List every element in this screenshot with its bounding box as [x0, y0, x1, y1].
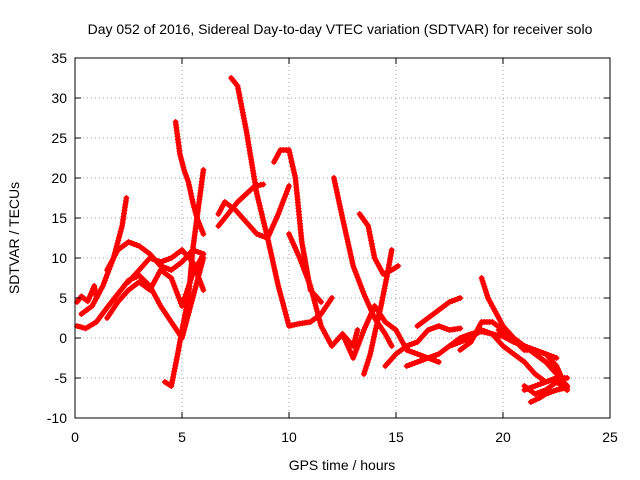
- series-markers: [172, 119, 207, 237]
- y-tick-label: 30: [51, 90, 67, 106]
- series-layer: [74, 75, 571, 405]
- series-markers: [356, 211, 402, 277]
- axis-ticks: 0 5 10 15 20 25 -10 -5 0 5 10 15 20 25 30 35: [47, 50, 618, 445]
- x-tick-label: 5: [178, 429, 186, 445]
- series-arc-16: [356, 211, 402, 277]
- series-markers: [495, 327, 560, 361]
- series-markers: [478, 275, 560, 373]
- x-tick-label: 15: [388, 429, 404, 445]
- series-arc-11: [228, 75, 335, 329]
- series-markers: [527, 384, 571, 405]
- grid: [75, 58, 610, 418]
- y-tick-label: 5: [59, 290, 67, 306]
- x-tick-label: 0: [71, 429, 79, 445]
- y-tick-label: 0: [59, 330, 67, 346]
- x-tick-label: 10: [281, 429, 297, 445]
- series-arc-17: [360, 247, 395, 377]
- chart-title: Day 052 of 2016, Sidereal Day-to-day VTE…: [88, 21, 593, 37]
- series-arc-23: [478, 275, 560, 373]
- series-arc-8: [172, 119, 207, 237]
- series-markers: [382, 323, 464, 369]
- y-tick-label: 25: [51, 130, 67, 146]
- y-axis-label: SDTVAR / TECUs: [6, 182, 22, 294]
- series-markers: [286, 231, 361, 349]
- series-markers: [228, 75, 335, 329]
- series-markers: [414, 295, 464, 329]
- series-markers: [521, 375, 571, 393]
- series-markers: [125, 247, 207, 293]
- series-arc-26: [521, 375, 571, 393]
- y-tick-label: 15: [51, 210, 67, 226]
- series-arc-24: [495, 327, 560, 361]
- y-tick-label: -10: [47, 410, 67, 426]
- series-arc-20: [414, 295, 464, 329]
- y-tick-label: 20: [51, 170, 67, 186]
- y-tick-label: 10: [51, 250, 67, 266]
- series-markers: [360, 247, 395, 377]
- x-tick-label: 20: [495, 429, 511, 445]
- series-line: [271, 147, 324, 305]
- series-arc-13: [286, 231, 361, 349]
- series-arc-18: [382, 323, 464, 369]
- x-axis-label: GPS time / hours: [289, 457, 396, 473]
- y-tick-label: 35: [51, 50, 67, 66]
- series-arc-27: [527, 384, 571, 405]
- x-tick-label: 25: [602, 429, 618, 445]
- series-line: [215, 183, 292, 241]
- y-tick-label: -5: [55, 370, 68, 386]
- plot-frame: [74, 57, 611, 419]
